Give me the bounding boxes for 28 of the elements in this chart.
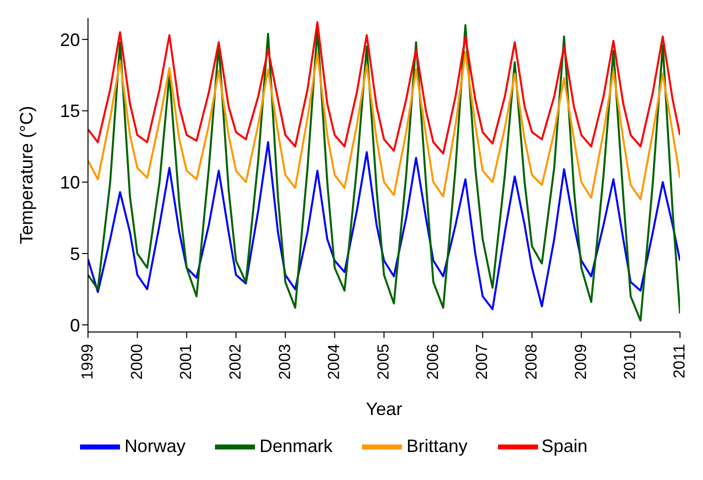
x-tick-label: 2010 (622, 344, 640, 380)
line-series (88, 21, 680, 155)
x-tick-label: 2001 (178, 344, 196, 380)
x-tick-label: 1999 (80, 344, 96, 380)
y-tick-label: 5 (70, 244, 80, 264)
line-series (88, 141, 680, 310)
y-tick-label: 20 (60, 30, 80, 50)
x-tick-label: 2004 (326, 344, 344, 380)
x-tick-label: 2002 (228, 344, 244, 380)
x-tick-label: 2007 (474, 344, 492, 380)
x-tick-label: 2008 (524, 344, 540, 380)
x-tick-label: 2003 (276, 344, 294, 380)
y-tick-label: 15 (60, 101, 80, 122)
y-axis-title: Temperature (°C) (16, 106, 36, 244)
legend-label: Norway (124, 436, 186, 456)
x-tick-label: 2005 (376, 344, 392, 380)
legend-label: Brittany (406, 436, 468, 456)
y-tick-label: 0 (70, 315, 80, 336)
x-tick-label: 2000 (128, 344, 146, 380)
legend-label: Denmark (259, 436, 332, 456)
y-tick-label: 10 (60, 172, 80, 193)
x-tick-label: 2011 (672, 344, 688, 378)
line-series (88, 51, 680, 200)
x-axis-title: Year (366, 399, 402, 419)
legend-label: Spain (542, 436, 588, 456)
x-tick-label: 2009 (572, 344, 590, 380)
x-tick-label: 2006 (424, 344, 442, 380)
line-series (88, 24, 680, 322)
